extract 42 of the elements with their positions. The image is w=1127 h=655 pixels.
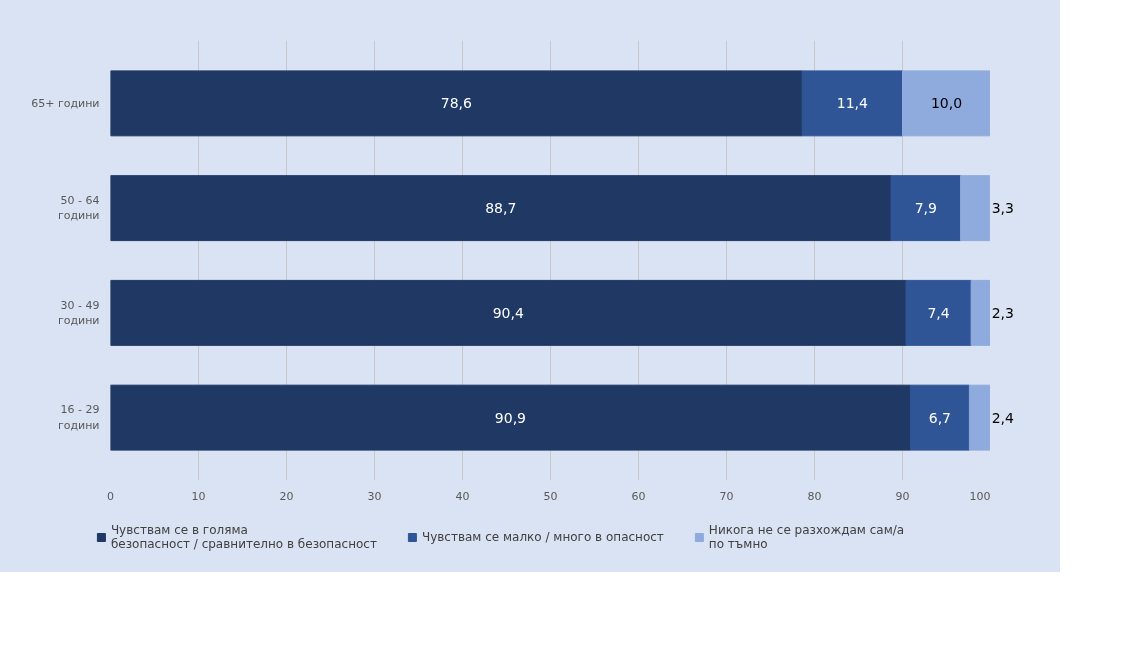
data-label: 78,6: [440, 95, 473, 112]
bar: [902, 70, 990, 137]
bar: [801, 70, 903, 137]
x-tick-label: 40: [455, 489, 470, 503]
data-label: 10,0: [930, 95, 963, 112]
data-label: 3,3: [991, 200, 1014, 217]
x-tick-label: 30: [367, 489, 382, 503]
data-label: 11,4: [836, 95, 869, 112]
bar: [110, 384, 911, 451]
bar: [960, 175, 990, 242]
bar: [110, 279, 907, 346]
x-tick-label: 0: [107, 489, 114, 503]
data-label: 2,3: [991, 304, 1014, 321]
y-tick-label: 50 - 64 години: [57, 193, 100, 223]
x-tick-label: 20: [279, 489, 294, 503]
x-tick-label: 50: [543, 489, 558, 503]
bar: [968, 384, 990, 451]
data-label: 7,9: [914, 200, 937, 217]
bar: [970, 279, 990, 346]
x-tick-label: 10: [191, 489, 206, 503]
legend-label: Чувствам се в голяма безопасност / сравнително в безопасност: [110, 523, 377, 551]
x-tick-label: 80: [807, 489, 822, 503]
data-label: 6,7: [928, 409, 952, 426]
x-tick-label: 100: [969, 489, 991, 503]
data-label: 90,9: [494, 409, 527, 426]
x-tick-label: 60: [631, 489, 646, 503]
legend-label: Чувствам се малко / много в опасност: [421, 530, 664, 544]
y-tick-label: 65+ години: [31, 96, 100, 110]
data-label: 88,7: [485, 200, 517, 217]
data-label: 7,4: [927, 304, 950, 321]
y-tick-label: 16 - 29 години: [57, 403, 100, 432]
x-tick-label: 90: [895, 489, 910, 503]
bar: [890, 175, 962, 242]
bar: [110, 175, 892, 242]
bar: [905, 279, 972, 346]
x-tick-label: 70: [719, 489, 734, 503]
data-label: 90,4: [492, 304, 524, 321]
data-label: 2,4: [991, 409, 1015, 426]
bar: [909, 384, 970, 451]
legend-label: Никога не се разхождам сам/а по тъмно: [708, 523, 905, 551]
bar: [110, 70, 803, 137]
y-tick-label: 30 - 49 години: [57, 298, 100, 328]
